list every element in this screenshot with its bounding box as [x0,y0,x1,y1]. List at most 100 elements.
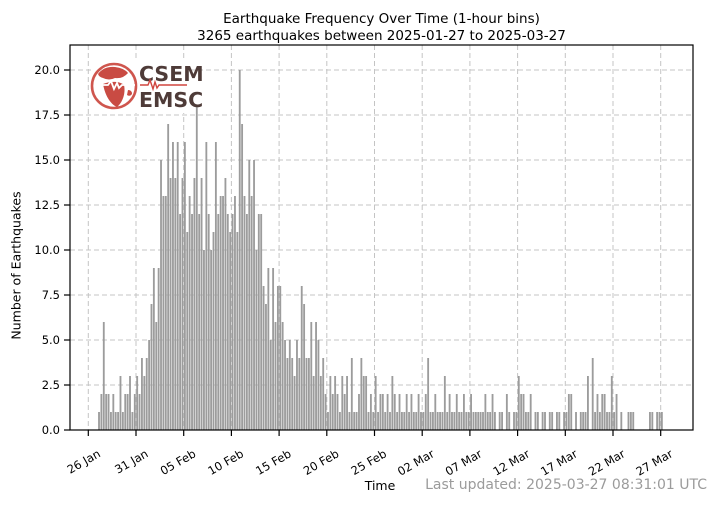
histogram-bar [594,412,597,430]
histogram-bar [219,196,222,430]
histogram-bar [439,412,441,430]
histogram-bar [288,340,291,430]
histogram-bar [276,286,279,430]
histogram-bar [355,412,358,430]
histogram-bar [470,394,472,430]
histogram-bar [374,376,377,430]
histogram-bar [121,412,124,430]
histogram-bar [410,394,413,430]
y-tick-label: 20.0 [34,63,60,77]
histogram-bar [567,394,570,430]
histogram-bar [119,376,122,430]
histogram-bar [131,412,134,430]
histogram-bar [455,394,458,430]
histogram-bar [331,394,334,430]
histogram-bar [267,268,270,430]
histogram-bar [429,412,432,430]
histogram-bar [536,412,539,430]
histogram-bar [296,340,298,430]
histogram-bar [200,178,203,430]
histogram-bar [508,412,511,430]
histogram-bar [126,394,129,430]
histogram-bar [322,358,325,430]
histogram-bar [396,412,399,430]
histogram-bar [129,376,131,430]
histogram-bar [615,394,618,430]
histogram-bar [293,376,296,430]
histogram-bar [257,214,260,430]
chart-title: Earthquake Frequency Over Time (1-hour b… [223,11,540,27]
histogram-bar [527,412,530,430]
histogram-bar [174,178,177,430]
histogram-bar [279,286,282,430]
histogram-bar [100,394,103,430]
histogram-bar [484,394,487,430]
histogram-bar [556,412,558,430]
histogram-bar [608,412,611,430]
histogram-bar [386,394,389,430]
histogram-bar [212,232,215,430]
histogram-bar [217,214,220,430]
histogram-bar [141,358,143,430]
y-tick-label: 10.0 [34,243,60,257]
histogram-bar [336,394,339,430]
histogram-bar [491,394,494,430]
histogram-bar [138,394,141,430]
histogram-bar [102,322,105,430]
chart-subtitle: 3265 earthquakes between 2025-01-27 to 2… [197,28,566,44]
histogram-bar [360,358,363,430]
histogram-bar [422,412,425,430]
histogram-bar [203,250,205,430]
histogram-bar [243,196,246,430]
histogram-bar [224,178,227,430]
histogram-bar [629,412,632,430]
histogram-bar [248,160,251,430]
histogram-bar [269,340,272,430]
histogram-bar [362,376,365,430]
histogram-bar [160,160,162,430]
seismogram-line-icon [140,77,187,92]
histogram-bar [379,394,382,430]
histogram-bar [458,412,461,430]
histogram-bar [222,196,224,430]
x-tick-label: 10 Feb [205,446,245,477]
axis-tick-marks [64,69,662,436]
histogram-bar [424,394,427,430]
histogram-bar [494,412,496,430]
histogram-bar [250,196,253,430]
histogram-bar [541,412,544,430]
histogram-bar [183,142,186,430]
histogram-bar [393,394,396,430]
histogram-bar [474,412,477,430]
x-axis-label: Time [364,478,396,493]
histogram-bar [412,412,415,430]
histogram-bar [238,70,241,430]
histogram-bar [398,394,401,430]
histogram-bar [389,412,391,430]
histogram-bar [226,214,229,430]
y-tick-label: 5.0 [42,333,60,347]
histogram-bar [598,412,601,430]
histogram-bar [606,412,608,430]
histogram-bar [176,142,179,430]
histogram-bar [305,358,308,430]
histogram-bar [105,394,108,430]
globe-equator-trace [94,79,135,92]
histogram-bar [143,376,146,430]
histogram-bar [286,358,289,430]
y-tick-label: 2.5 [42,378,60,392]
x-tick-label: 26 Jan [65,446,103,476]
histogram-bar [353,412,356,430]
histogram-bar [274,322,277,430]
histogram-bar [377,412,379,430]
histogram-bar [317,340,320,430]
histogram-bar [310,322,313,430]
histogram-bar [563,412,566,430]
histogram-bar [260,214,263,430]
histogram-bar [207,214,210,430]
histogram-bar [229,232,232,430]
histogram-bar [660,412,663,430]
histogram-bar [627,412,630,430]
histogram-bar [253,160,255,430]
histogram-bar [162,196,165,430]
